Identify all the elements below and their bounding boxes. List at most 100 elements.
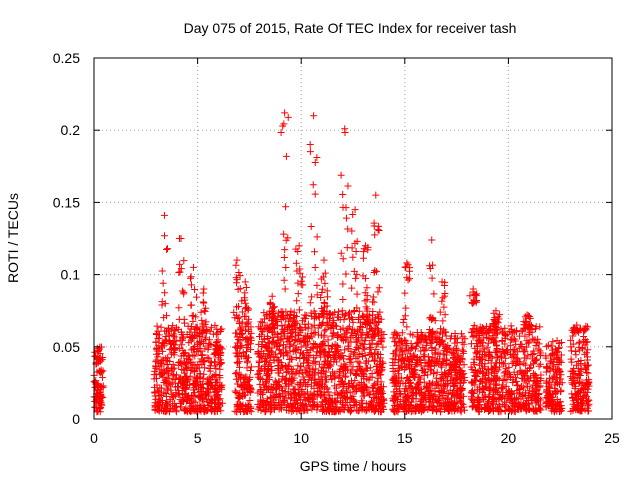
data-point	[567, 347, 575, 355]
data-point	[309, 345, 317, 353]
data-point	[557, 386, 565, 394]
data-point	[275, 345, 283, 353]
data-point	[339, 295, 347, 303]
data-point	[264, 339, 272, 347]
data-point	[285, 407, 293, 415]
data-point	[215, 354, 223, 362]
data-point	[294, 279, 302, 287]
data-point	[391, 376, 399, 384]
data-point	[188, 312, 196, 320]
data-point	[557, 351, 565, 359]
data-point	[522, 324, 530, 332]
data-point	[443, 389, 451, 397]
data-point	[210, 350, 218, 358]
data-point	[352, 345, 360, 353]
data-point	[200, 394, 208, 402]
data-point	[488, 365, 496, 373]
data-point	[330, 329, 338, 337]
data-point	[329, 329, 337, 337]
data-point	[522, 354, 530, 362]
data-point	[583, 368, 591, 376]
data-point	[394, 356, 402, 364]
data-point	[207, 379, 215, 387]
data-point	[497, 325, 505, 333]
data-point	[573, 321, 581, 329]
data-point	[449, 349, 457, 357]
data-point	[156, 398, 164, 406]
data-point	[170, 330, 178, 338]
data-point	[350, 350, 358, 358]
data-point	[235, 320, 243, 328]
data-point	[530, 377, 538, 385]
data-point	[405, 267, 413, 275]
data-point	[205, 354, 213, 362]
data-point	[422, 345, 430, 353]
data-point	[200, 285, 208, 293]
data-point	[241, 289, 249, 297]
data-point	[178, 341, 186, 349]
data-point	[193, 348, 201, 356]
data-point	[312, 352, 320, 360]
data-point	[284, 113, 292, 121]
data-point	[295, 242, 303, 250]
data-point	[470, 390, 478, 398]
data-point	[200, 404, 208, 412]
data-point	[470, 358, 478, 366]
data-point	[341, 346, 349, 354]
data-point	[353, 304, 361, 312]
data-point	[186, 274, 194, 282]
data-point	[310, 371, 318, 379]
data-point	[446, 386, 454, 394]
data-point	[326, 348, 334, 356]
data-point	[211, 321, 219, 329]
data-point	[209, 330, 217, 338]
data-point	[498, 383, 506, 391]
data-point	[576, 346, 584, 354]
data-point	[412, 395, 420, 403]
data-point	[469, 333, 477, 341]
data-point	[254, 350, 262, 358]
data-point	[162, 327, 170, 335]
data-point	[183, 382, 191, 390]
data-point	[264, 352, 272, 360]
data-point	[280, 341, 288, 349]
data-point	[175, 269, 183, 277]
data-point	[243, 384, 251, 392]
data-point	[310, 339, 318, 347]
data-point	[197, 338, 205, 346]
data-point	[311, 158, 319, 166]
data-point	[91, 403, 99, 411]
data-point	[443, 357, 451, 365]
data-point	[324, 293, 332, 301]
data-point	[524, 339, 532, 347]
data-point	[329, 405, 337, 413]
data-point	[260, 357, 268, 365]
data-point	[163, 360, 171, 368]
data-point	[325, 310, 333, 318]
data-point	[482, 383, 490, 391]
data-point	[218, 385, 226, 393]
data-point	[396, 390, 404, 398]
data-point	[439, 317, 447, 325]
data-point	[356, 342, 364, 350]
data-point	[532, 395, 540, 403]
data-point	[179, 346, 187, 354]
data-point	[374, 226, 382, 234]
data-point	[368, 336, 376, 344]
data-point	[400, 387, 408, 395]
data-point	[167, 340, 175, 348]
data-point	[208, 359, 216, 367]
data-point	[153, 344, 161, 352]
data-point	[405, 346, 413, 354]
data-point	[269, 320, 277, 328]
data-point	[511, 400, 519, 408]
data-point	[233, 380, 241, 388]
data-point	[298, 368, 306, 376]
data-point	[168, 379, 176, 387]
data-point	[494, 329, 502, 337]
data-point	[242, 283, 250, 291]
data-point	[178, 328, 186, 336]
data-point	[584, 388, 592, 396]
data-point	[375, 284, 383, 292]
data-point	[183, 365, 191, 373]
